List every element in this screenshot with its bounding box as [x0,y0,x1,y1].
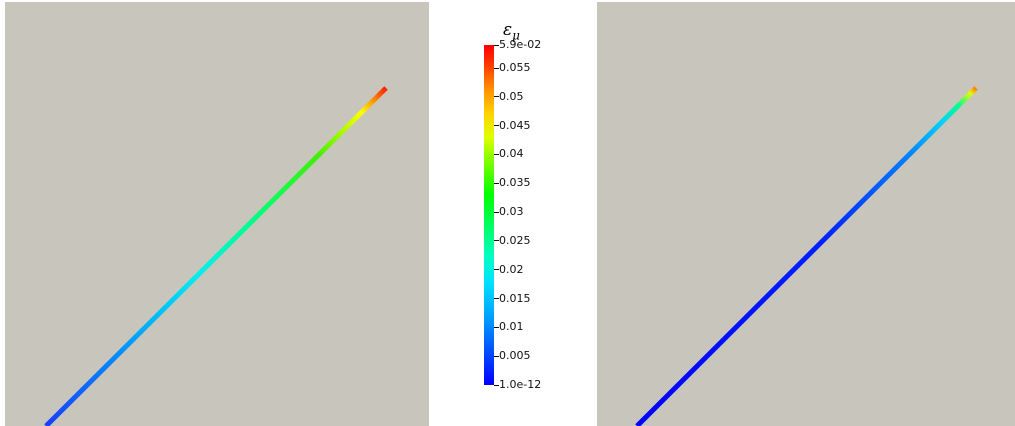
colorbar-tick-text: 0.015 [499,291,531,305]
colorbar-tick-text: 0.04 [499,147,524,161]
right-viewport-background [597,2,1015,426]
colorbar-tick-text: 0.01 [499,320,524,334]
colorbar-max-label-text: 5.9e-02 [499,38,542,51]
colorbar-title: εμ [503,20,520,42]
colorbar-tick-label: 0.055 [494,62,531,74]
colorbar-tick-text: 0.02 [499,262,524,276]
colorbar-tick-label: 0.01 [494,321,524,333]
colorbar-tick-text: 0.05 [499,89,524,103]
left-viewport-background [5,2,429,426]
left-viewport[interactable] [5,2,429,426]
colorbar-tick-label: 0.035 [494,177,531,189]
colorbar-gradient [484,45,494,385]
colorbar-title-symbol: ε [503,20,513,40]
colorbar-title-subscript: μ [512,28,520,43]
colorbar-tick-text: 0.045 [499,118,531,132]
colorbar-tick-label: 0.005 [494,350,531,362]
colorbar-max-label: 5.9e-02 [494,39,541,51]
right-rod [635,86,978,426]
colorbar-tick-text: 0.005 [499,349,531,363]
colorbar-tick-text: 0.025 [499,233,531,247]
colorbar-tick-label: 0.04 [494,148,524,160]
colorbar-tick-text: 0.055 [499,61,531,75]
left-viewport-svg [5,2,429,426]
colorbar-tick-label: 0.045 [494,118,531,132]
left-rod [44,86,388,426]
right-viewport[interactable] [597,2,1015,426]
colorbar-tick-label: 0.02 [494,262,524,276]
colorbar-min-label-text: 1.0e-12 [499,378,542,391]
colorbar-legend: εμ 5.9e-02 1.0e-12 0.055 0.05 0.045 0.04 0.0… [470,0,580,426]
colorbar-tick-text: 0.035 [499,176,531,190]
colorbar-tick-text: 0.03 [499,205,524,219]
colorbar-tick-label: 0.03 [494,206,524,218]
right-viewport-svg [597,2,1015,426]
colorbar-min-label: 1.0e-12 [494,379,541,391]
colorbar-tick-label: 0.015 [494,291,531,305]
colorbar-tick-label: 0.05 [494,89,524,103]
colorbar-tick-label: 0.025 [494,233,531,247]
